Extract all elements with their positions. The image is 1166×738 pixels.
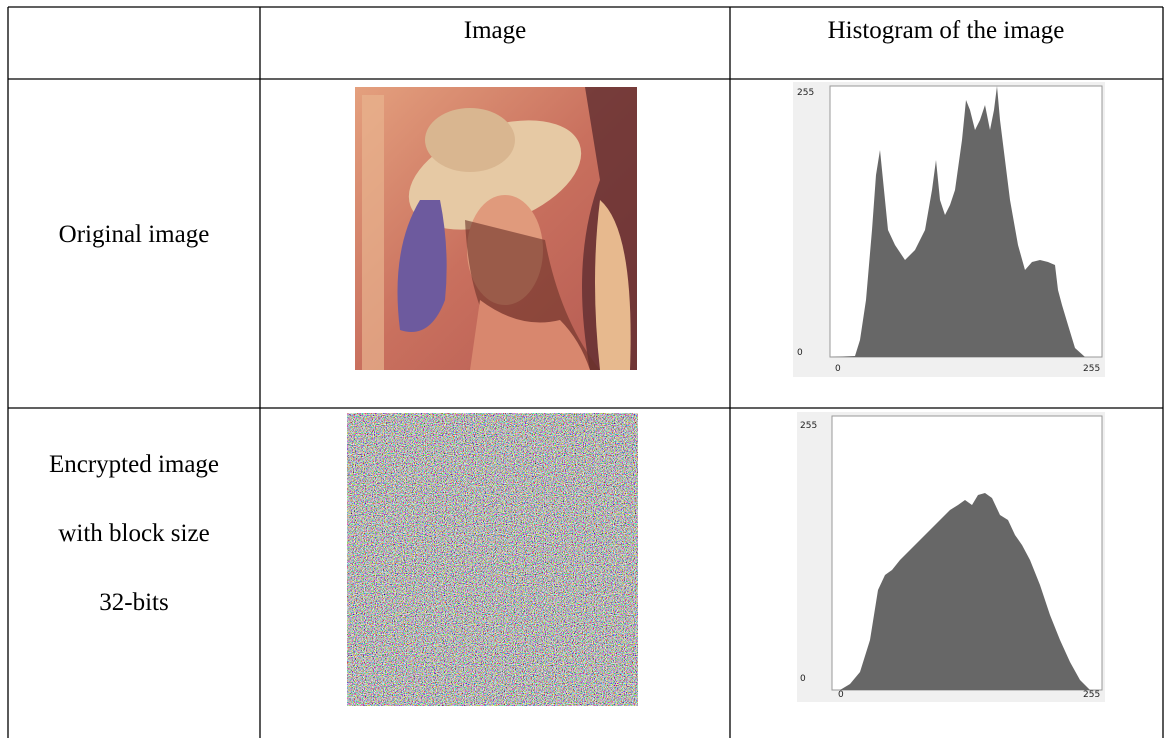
axis-label: 0 xyxy=(835,364,841,374)
histogram: 255 0 0 255 xyxy=(793,82,1105,377)
encrypted-image xyxy=(347,413,638,706)
axis-label: 0 xyxy=(800,674,806,684)
row-label: Encrypted image xyxy=(49,451,219,478)
axis-label: 255 xyxy=(1083,364,1100,374)
header-histogram: Histogram of the image xyxy=(828,17,1065,44)
table-grid xyxy=(7,6,1164,738)
row-label: 32-bits xyxy=(99,589,168,616)
axis-label: 255 xyxy=(800,421,817,431)
histogram: 255 0 0 255 xyxy=(797,412,1105,702)
row-label: with block size xyxy=(58,520,209,547)
axis-label: 255 xyxy=(1083,690,1100,700)
axis-label: 255 xyxy=(797,88,814,98)
header-image: Image xyxy=(464,17,526,44)
axis-label: 0 xyxy=(797,348,803,358)
original-image xyxy=(355,87,637,370)
row-label: Original image xyxy=(59,221,210,248)
axis-label: 0 xyxy=(838,690,844,700)
